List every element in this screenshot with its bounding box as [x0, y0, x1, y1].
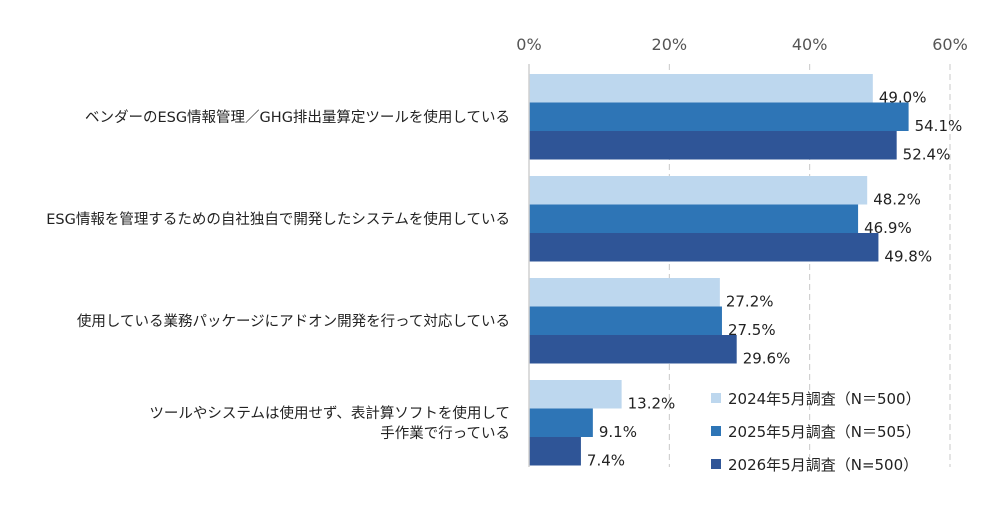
data-label: 29.6%: [743, 349, 791, 367]
x-tick-label: 20%: [652, 35, 688, 54]
bar: [529, 131, 897, 160]
bar: [529, 335, 737, 364]
data-label: 7.4%: [587, 451, 625, 469]
bar: [529, 204, 859, 233]
data-label: 49.0%: [879, 88, 927, 106]
x-tick-label: 0%: [516, 35, 541, 54]
bar: [529, 437, 581, 466]
bar: [529, 176, 868, 205]
category-label: ベンダーのESG情報管理／GHG排出量算定ツールを使用している: [85, 109, 510, 126]
gridlines: [668, 64, 951, 467]
bar: [529, 408, 593, 437]
bar: [529, 102, 909, 131]
bar: [529, 278, 720, 307]
x-tick-label: 40%: [792, 35, 828, 54]
category-label: ツールやシステムは使用せず、表計算ソフトを使用して手作業で行っている: [149, 405, 510, 442]
category-label: ESG情報を管理するための自社独自で開発したシステムを使用している: [46, 211, 510, 228]
bar: [529, 233, 879, 262]
category-label: 使用している業務パッケージにアドオン開発を行って対応している: [77, 313, 510, 330]
legend-label: 2025年5月調査（N＝505）: [728, 423, 921, 441]
data-label: 54.1%: [915, 117, 963, 135]
data-label: 27.2%: [726, 292, 774, 310]
legend: 2024年5月調査（N＝500） 2025年5月調査（N＝505） 2026年5月調…: [711, 390, 921, 474]
data-label: 52.4%: [903, 145, 951, 163]
legend-swatch: [711, 459, 721, 469]
tick-labels: 0% 20% 40% 60%: [516, 35, 967, 54]
legend-swatch: [711, 426, 721, 436]
bars: [529, 74, 909, 466]
data-label: 9.1%: [599, 423, 637, 441]
bar: [529, 380, 622, 409]
data-label: 49.8%: [884, 247, 932, 265]
legend-label: 2024年5月調査（N＝500）: [728, 390, 921, 408]
data-label: 13.2%: [628, 394, 676, 412]
x-tick-label: 60%: [932, 35, 968, 54]
data-label: 27.5%: [728, 321, 776, 339]
category-labels: ベンダーのESG情報管理／GHG排出量算定ツールを使用している ESG情報を管理す…: [46, 109, 510, 442]
data-labels: 49.0% 54.1% 52.4% 48.2% 46.9% 49.8% 27.2% 27.5%…: [587, 88, 962, 469]
data-label: 48.2%: [873, 190, 921, 208]
bar: [529, 306, 722, 335]
bar: [529, 74, 873, 103]
legend-swatch: [711, 393, 721, 403]
data-label: 46.9%: [864, 219, 912, 237]
legend-label: 2026年5月調査（N=500）: [728, 456, 918, 474]
